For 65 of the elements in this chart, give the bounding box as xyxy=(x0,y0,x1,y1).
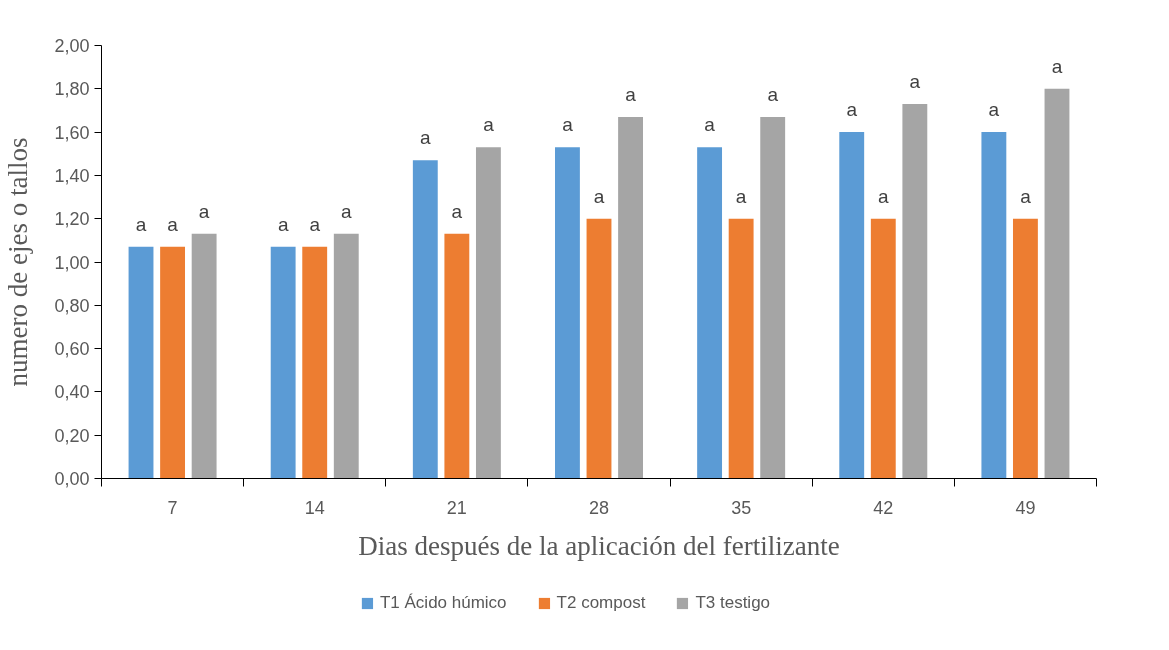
bar xyxy=(160,246,186,479)
bar xyxy=(1044,88,1070,479)
data-label: a xyxy=(625,83,637,105)
y-tick-label: 0,40 xyxy=(54,382,90,403)
data-label: a xyxy=(735,185,747,207)
data-label: a xyxy=(420,127,432,149)
bar xyxy=(697,147,723,479)
y-tick-label: 1,00 xyxy=(54,252,90,273)
data-label: a xyxy=(988,99,1000,121)
bar xyxy=(412,160,438,479)
y-tick-label: 1,80 xyxy=(54,79,90,100)
y-tick-label: 0,80 xyxy=(54,295,90,316)
x-tick-label: 49 xyxy=(1015,497,1036,518)
x-tick-label: 42 xyxy=(873,497,894,518)
data-label: a xyxy=(309,213,321,235)
bar xyxy=(191,233,217,479)
bar xyxy=(618,116,643,479)
y-tick-label: 1,40 xyxy=(54,165,90,186)
y-tick-label: 2,00 xyxy=(54,36,90,56)
x-tick-label: 28 xyxy=(588,497,610,518)
x-tick-label: 14 xyxy=(304,497,325,518)
bar xyxy=(302,246,328,479)
y-tick-label: 0,00 xyxy=(54,469,90,489)
legend-label: T1 Ácido húmico xyxy=(379,593,507,613)
data-label: a xyxy=(135,213,147,235)
bar xyxy=(870,218,896,479)
y-tick-label: 1,60 xyxy=(54,122,90,143)
x-tick-label: 35 xyxy=(731,497,752,518)
x-tick-label: 21 xyxy=(446,497,467,518)
data-label: a xyxy=(562,114,574,136)
legend-label: T2 compost xyxy=(556,593,646,613)
data-label: a xyxy=(846,99,858,121)
data-label: a xyxy=(593,185,605,207)
y-axis-title: numero de ejes o tallos xyxy=(3,137,34,387)
data-label: a xyxy=(1051,55,1063,77)
data-label: a xyxy=(167,213,179,235)
data-label: a xyxy=(704,114,716,136)
data-label: a xyxy=(767,83,779,105)
bar xyxy=(981,132,1007,479)
bar xyxy=(444,233,470,479)
data-label: a xyxy=(340,200,352,222)
bar xyxy=(728,218,754,479)
legend-label: T3 testigo xyxy=(695,593,771,613)
data-label: a xyxy=(878,185,889,207)
data-label: a xyxy=(483,114,495,136)
bar xyxy=(586,218,612,479)
bar xyxy=(1012,218,1038,479)
data-label: a xyxy=(198,200,210,222)
bar xyxy=(555,147,580,479)
bar xyxy=(333,233,359,479)
bar xyxy=(839,132,865,479)
bar xyxy=(760,116,786,479)
bar xyxy=(128,246,154,479)
y-tick-label: 1,20 xyxy=(54,209,90,230)
data-label: a xyxy=(909,70,921,92)
bar xyxy=(475,147,501,479)
bar xyxy=(270,246,296,479)
y-tick-label: 0,60 xyxy=(54,339,90,360)
data-label: a xyxy=(1020,185,1032,207)
data-label: a xyxy=(451,200,463,222)
data-label: a xyxy=(277,213,289,235)
x-axis-title: Dias después de la aplicación del fertilizante xyxy=(358,530,840,561)
y-tick-label: 0,20 xyxy=(54,425,90,446)
bar xyxy=(902,103,928,479)
x-tick-label: 7 xyxy=(167,497,178,518)
